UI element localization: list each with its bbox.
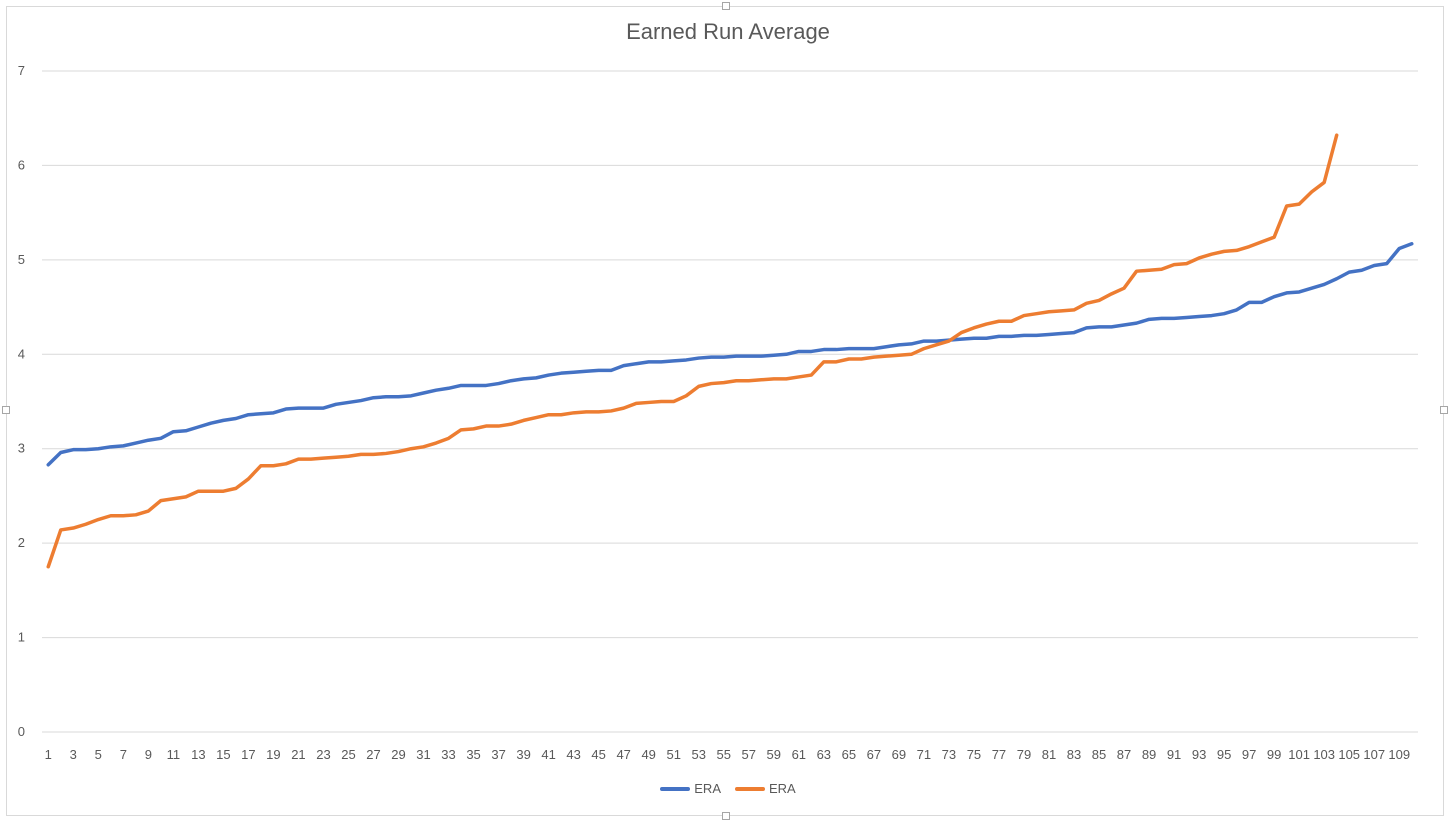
- x-tick-label: 79: [1017, 747, 1031, 762]
- x-tick-label: 63: [817, 747, 831, 762]
- x-tick-label: 5: [95, 747, 102, 762]
- x-tick-label: 7: [120, 747, 127, 762]
- x-tick-label: 93: [1192, 747, 1206, 762]
- x-tick-label: 59: [767, 747, 781, 762]
- x-tick-label: 53: [691, 747, 705, 762]
- x-tick-label: 15: [216, 747, 230, 762]
- x-tick-label: 37: [491, 747, 505, 762]
- y-tick-label: 4: [18, 346, 25, 361]
- x-tick-label: 35: [466, 747, 480, 762]
- x-tick-label: 51: [666, 747, 680, 762]
- legend-label-series-1: ERA: [694, 781, 721, 796]
- x-tick-label: 19: [266, 747, 280, 762]
- x-tick-label: 47: [616, 747, 630, 762]
- resize-handle-bottom[interactable]: [722, 812, 730, 820]
- gridlines: [42, 70, 1418, 733]
- x-tick-label: 23: [316, 747, 330, 762]
- chart-title: Earned Run Average: [626, 19, 830, 44]
- x-tick-label: 21: [291, 747, 305, 762]
- x-tick-label: 27: [366, 747, 380, 762]
- x-tick-label: 49: [641, 747, 655, 762]
- series-line-2[interactable]: [46, 133, 1339, 569]
- legend-swatch-series-1: [660, 786, 691, 791]
- x-tick-label: 67: [867, 747, 881, 762]
- x-tick-label: 85: [1092, 747, 1106, 762]
- x-tick-label: 83: [1067, 747, 1081, 762]
- resize-handle-left[interactable]: [2, 406, 10, 414]
- x-tick-label: 55: [717, 747, 731, 762]
- resize-handle-right[interactable]: [1440, 406, 1448, 414]
- x-tick-label: 71: [917, 747, 931, 762]
- y-tick-label: 1: [18, 630, 25, 645]
- y-tick-label: 3: [18, 441, 25, 456]
- x-tick-label: 107: [1363, 747, 1385, 762]
- x-tick-label: 99: [1267, 747, 1281, 762]
- x-tick-label: 29: [391, 747, 405, 762]
- x-tick-label: 73: [942, 747, 956, 762]
- x-tick-label: 11: [167, 747, 181, 762]
- y-tick-label: 7: [18, 63, 25, 78]
- x-tick-label: 31: [416, 747, 430, 762]
- x-tick-label: 81: [1042, 747, 1056, 762]
- x-tick-label: 25: [341, 747, 355, 762]
- x-tick-label: 77: [992, 747, 1006, 762]
- x-tick-label: 75: [967, 747, 981, 762]
- x-tick-label: 91: [1167, 747, 1181, 762]
- x-tick-label: 13: [191, 747, 205, 762]
- x-tick-label: 61: [792, 747, 806, 762]
- x-tick-label: 9: [145, 747, 152, 762]
- x-tick-label: 95: [1217, 747, 1231, 762]
- x-tick-label: 1: [45, 747, 52, 762]
- x-tick-label: 39: [516, 747, 530, 762]
- x-tick-label: 65: [842, 747, 856, 762]
- legend-item-series-1[interactable]: ERA: [660, 781, 721, 796]
- x-tick-label: 43: [566, 747, 580, 762]
- y-axis-ticks: 0 1 2 3 4 5 6 7: [18, 63, 25, 739]
- y-tick-label: 5: [18, 252, 25, 267]
- x-tick-label: 57: [742, 747, 756, 762]
- x-tick-label: 3: [70, 747, 77, 762]
- legend-label-series-2: ERA: [769, 781, 796, 796]
- y-tick-label: 6: [18, 157, 25, 172]
- x-tick-label: 41: [541, 747, 555, 762]
- series-line-1[interactable]: [46, 242, 1414, 467]
- legend-item-series-2[interactable]: ERA: [735, 781, 796, 796]
- x-tick-label: 103: [1313, 747, 1335, 762]
- resize-handle-top[interactable]: [722, 2, 730, 10]
- x-tick-label: 87: [1117, 747, 1131, 762]
- x-tick-label: 17: [241, 747, 255, 762]
- x-tick-label: 69: [892, 747, 906, 762]
- legend: ERA ERA: [0, 781, 1456, 796]
- y-tick-label: 2: [18, 535, 25, 550]
- x-tick-label: 101: [1288, 747, 1310, 762]
- x-tick-label: 45: [591, 747, 605, 762]
- y-tick-label: 0: [18, 724, 25, 739]
- legend-swatch-series-2: [735, 786, 765, 791]
- series-lines: [46, 133, 1414, 569]
- x-tick-label: 33: [441, 747, 455, 762]
- x-tick-label: 89: [1142, 747, 1156, 762]
- x-axis-ticks: 1 3 5 7 9 11 13 15 17 19 21 23 25 27 29 31 33 35 37 39 41 43 4…: [45, 747, 1410, 762]
- x-tick-label: 105: [1338, 747, 1360, 762]
- x-tick-label: 97: [1242, 747, 1256, 762]
- x-tick-label: 109: [1388, 747, 1410, 762]
